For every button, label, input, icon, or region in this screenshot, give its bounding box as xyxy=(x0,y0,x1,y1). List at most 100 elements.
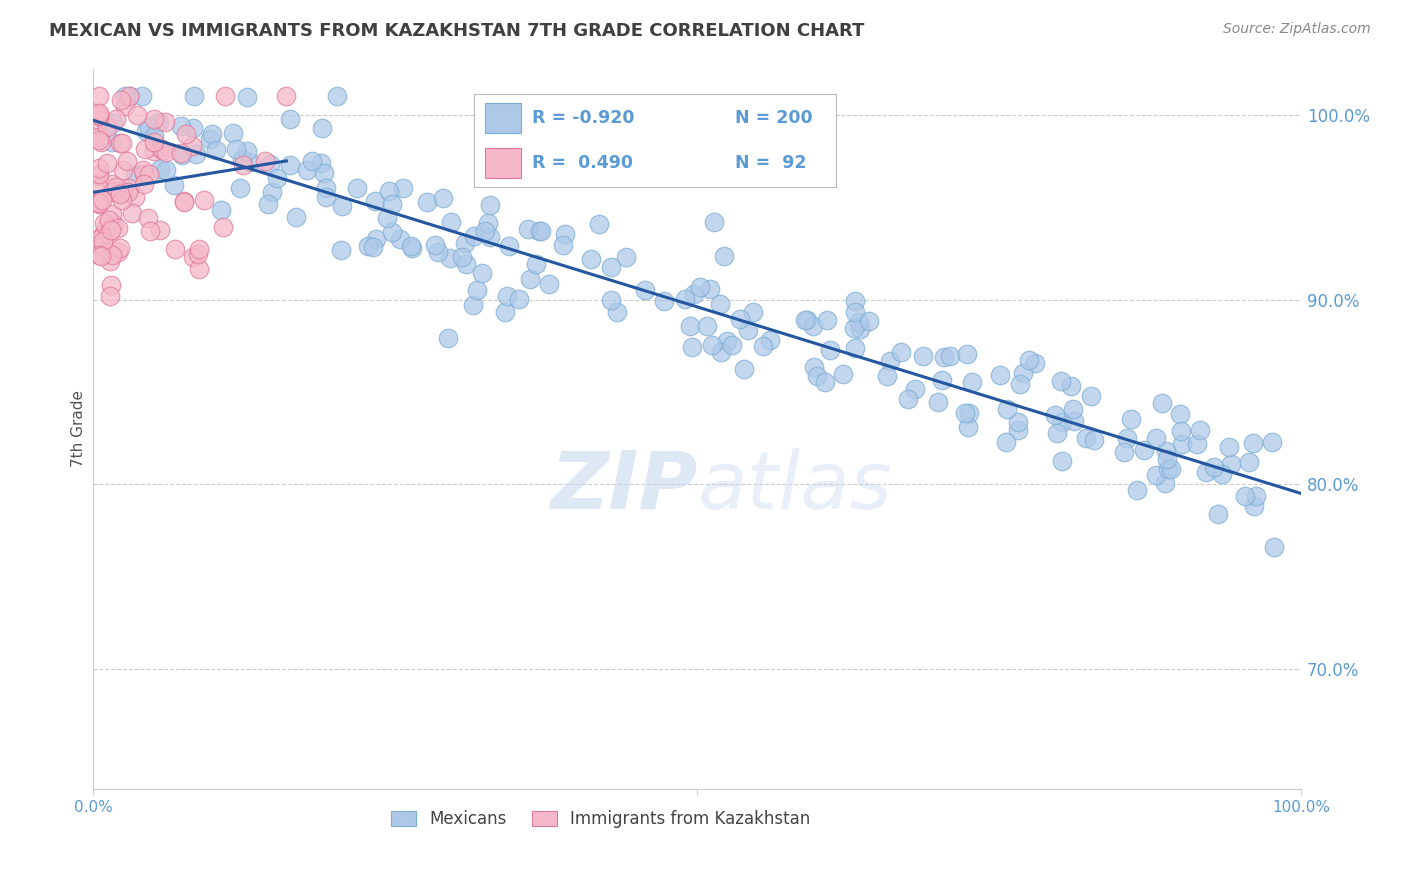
Point xyxy=(231,152,253,166)
Point xyxy=(1116,431,1139,445)
Point xyxy=(89,109,111,123)
Point xyxy=(314,166,336,180)
Point xyxy=(1076,431,1098,445)
Point xyxy=(806,369,828,384)
Point xyxy=(1046,425,1069,440)
Point xyxy=(315,181,337,195)
Point xyxy=(111,185,134,199)
Point xyxy=(957,419,980,434)
Point xyxy=(1050,454,1073,468)
Point xyxy=(796,313,818,327)
Point xyxy=(1170,425,1192,439)
Point xyxy=(1052,415,1074,429)
Point xyxy=(844,294,866,309)
Point xyxy=(381,225,404,239)
Point xyxy=(401,241,423,255)
Point xyxy=(236,90,259,104)
Point xyxy=(153,114,176,128)
Point xyxy=(89,89,111,103)
Point xyxy=(1156,452,1178,467)
Point xyxy=(111,136,134,151)
Point xyxy=(904,382,927,396)
Point xyxy=(149,223,172,237)
Point xyxy=(276,89,298,103)
Point xyxy=(89,112,111,127)
Point xyxy=(363,240,385,254)
Point xyxy=(848,316,870,330)
Point xyxy=(1219,457,1241,471)
Point xyxy=(149,162,172,177)
Point xyxy=(124,190,146,204)
Point xyxy=(315,189,337,203)
Point xyxy=(1261,435,1284,450)
Point xyxy=(844,305,866,319)
Point xyxy=(721,338,744,352)
Point xyxy=(1156,462,1178,476)
Point xyxy=(301,154,323,169)
Point xyxy=(519,272,541,286)
Point xyxy=(163,178,186,192)
Point xyxy=(309,156,332,170)
Point xyxy=(1243,499,1265,513)
Point xyxy=(474,223,496,237)
Point xyxy=(801,318,824,333)
Point xyxy=(366,231,388,245)
Point xyxy=(188,243,211,257)
Point xyxy=(232,158,254,172)
Text: ZIP: ZIP xyxy=(550,448,697,525)
Point xyxy=(700,338,723,352)
Point xyxy=(1008,376,1031,391)
Point xyxy=(108,241,131,255)
Point xyxy=(634,284,657,298)
Point xyxy=(803,359,825,374)
Point xyxy=(728,312,751,326)
Point xyxy=(1154,444,1177,458)
Point xyxy=(1080,389,1102,403)
Point xyxy=(131,89,153,103)
Point xyxy=(699,282,721,296)
Point xyxy=(103,217,125,231)
Point xyxy=(1133,442,1156,457)
Point xyxy=(89,239,111,253)
Point xyxy=(1244,489,1267,503)
Point xyxy=(103,116,125,130)
Point xyxy=(600,260,623,274)
Point xyxy=(114,89,136,103)
Point xyxy=(1007,423,1029,437)
Point xyxy=(173,194,195,209)
Point xyxy=(100,186,122,200)
Point xyxy=(844,341,866,355)
Point xyxy=(733,362,755,376)
Point xyxy=(90,135,112,149)
Point xyxy=(96,120,118,134)
Point xyxy=(876,369,898,384)
Point xyxy=(1185,437,1208,451)
Point xyxy=(364,194,387,208)
Point xyxy=(1263,540,1285,554)
Point xyxy=(98,253,121,268)
Point xyxy=(1007,415,1029,429)
Point xyxy=(186,147,208,161)
Point xyxy=(378,184,401,198)
Point xyxy=(187,247,209,261)
Point xyxy=(108,136,131,150)
Point xyxy=(209,203,232,218)
Point xyxy=(890,344,912,359)
Point xyxy=(1024,356,1046,370)
Point xyxy=(392,181,415,195)
Point xyxy=(254,153,277,168)
Point xyxy=(239,154,262,169)
Point xyxy=(107,245,129,260)
Point xyxy=(124,168,146,182)
Point xyxy=(927,395,949,409)
Point xyxy=(326,89,349,103)
Point xyxy=(399,239,422,253)
Point xyxy=(1218,441,1240,455)
Point xyxy=(516,222,538,236)
Point xyxy=(1233,489,1256,503)
Point xyxy=(278,158,301,172)
Point xyxy=(842,321,865,335)
Point xyxy=(132,178,155,192)
Point xyxy=(737,323,759,337)
Point xyxy=(201,128,224,142)
